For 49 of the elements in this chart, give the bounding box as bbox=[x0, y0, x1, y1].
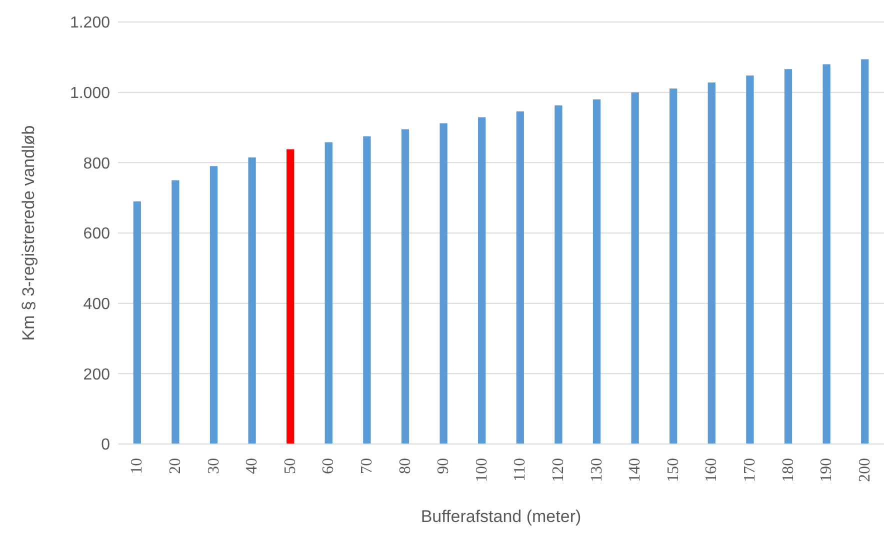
x-tick-label: 20 bbox=[166, 458, 184, 474]
y-tick-label: 600 bbox=[83, 226, 110, 243]
x-tick-label: 90 bbox=[435, 458, 452, 474]
bar bbox=[172, 180, 180, 444]
bar bbox=[784, 69, 792, 444]
bar bbox=[592, 99, 601, 444]
bar bbox=[861, 59, 869, 444]
x-tick-label: 190 bbox=[818, 458, 836, 482]
bar bbox=[631, 92, 639, 444]
bar bbox=[708, 82, 716, 444]
bar bbox=[516, 111, 524, 444]
x-tick-label: 60 bbox=[320, 458, 338, 474]
bar bbox=[324, 142, 332, 444]
y-axis-title: Km § 3-registrerede vandløb bbox=[19, 125, 38, 341]
y-tick-label: 400 bbox=[83, 296, 110, 314]
x-tick-label: 200 bbox=[856, 458, 874, 482]
x-tick-label: 160 bbox=[703, 458, 720, 482]
x-tick-label: 180 bbox=[780, 458, 797, 482]
y-tick-label: 0 bbox=[101, 436, 110, 454]
x-tick-label: 140 bbox=[626, 458, 644, 482]
bar bbox=[363, 136, 371, 444]
x-tick-label: 170 bbox=[741, 458, 758, 482]
x-tick-label: 30 bbox=[205, 458, 222, 474]
x-tick-label: 10 bbox=[128, 458, 146, 474]
y-tick-label: 1.000 bbox=[70, 85, 110, 102]
x-tick-label: 70 bbox=[358, 458, 376, 474]
x-axis-title: Bufferafstand (meter) bbox=[420, 507, 582, 526]
bar bbox=[401, 129, 410, 444]
x-tick-label: 150 bbox=[664, 458, 682, 482]
bar bbox=[478, 117, 486, 444]
bar bbox=[822, 64, 830, 444]
bar bbox=[248, 157, 256, 444]
x-tick-label: 110 bbox=[512, 458, 529, 482]
bar bbox=[133, 201, 141, 444]
x-tick-label: 40 bbox=[244, 458, 261, 474]
x-tick-label: 100 bbox=[473, 458, 490, 482]
x-tick-label: 80 bbox=[396, 458, 414, 474]
y-tick-label: 800 bbox=[83, 155, 110, 172]
y-tick-label: 1.200 bbox=[70, 14, 110, 32]
bar bbox=[670, 88, 678, 444]
bar bbox=[440, 123, 448, 444]
x-tick-label: 50 bbox=[282, 458, 299, 474]
bar bbox=[554, 105, 562, 444]
bar bbox=[746, 75, 754, 444]
bar bbox=[210, 166, 218, 444]
bar bbox=[286, 149, 294, 444]
x-tick-label: 130 bbox=[588, 458, 606, 482]
x-tick-label: 120 bbox=[550, 458, 567, 482]
y-tick-label: 200 bbox=[83, 366, 110, 384]
